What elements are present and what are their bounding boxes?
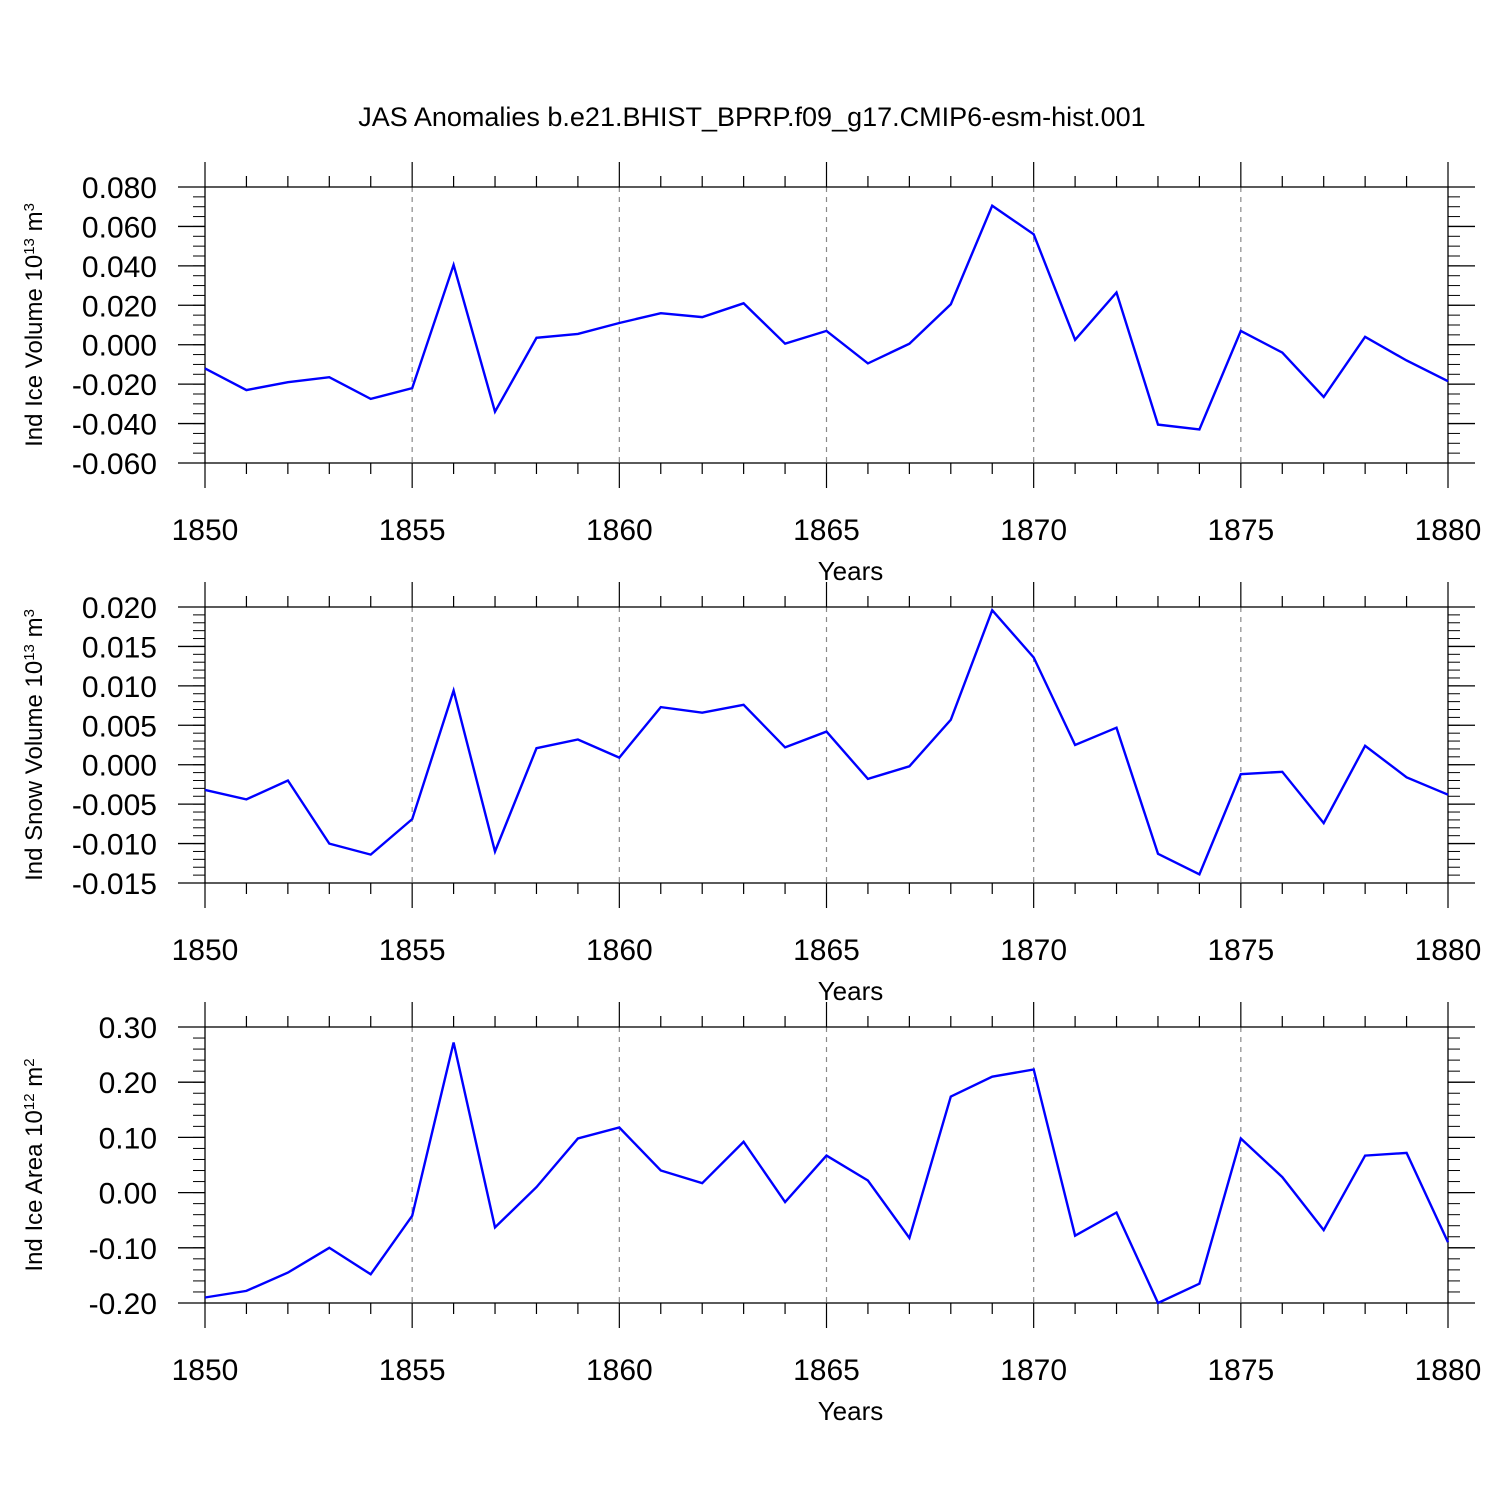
y-tick-label: 0.000 — [82, 330, 157, 363]
x-tick-label: 1870 — [1000, 514, 1067, 547]
x-tick-label: 1850 — [172, 934, 239, 967]
y-tick-label: -0.20 — [89, 1288, 157, 1321]
y-tick-label: 0.20 — [99, 1067, 157, 1100]
x-axis-label: Years — [818, 556, 884, 586]
y-tick-label: -0.040 — [72, 409, 157, 442]
figure-title: JAS Anomalies b.e21.BHIST_BPRP.f09_g17.C… — [358, 102, 1145, 132]
x-tick-label: 1870 — [1000, 1354, 1067, 1387]
ice-area-panel: 1850 1855 1860 1865 1870 1875 1880 Years -0.20 -0… — [21, 1002, 1482, 1426]
x-axis-label: Years — [818, 1396, 884, 1426]
x-tick-label: 1860 — [586, 1354, 653, 1387]
y-tick-label: 0.10 — [99, 1122, 157, 1155]
y-tick-label: 0.000 — [82, 750, 157, 783]
x-tick-label: 1865 — [793, 934, 860, 967]
x-tick-label: 1875 — [1207, 514, 1274, 547]
x-tick-label: 1880 — [1415, 514, 1482, 547]
y-axis-label: Ind Ice Area 1012 m2 — [21, 1058, 49, 1271]
x-tick-label: 1865 — [793, 514, 860, 547]
x-tick-label: 1865 — [793, 1354, 860, 1387]
y-axis-label: Ind Snow Volume 1013 m3 — [21, 609, 49, 881]
y-tick-label: 0.040 — [82, 251, 157, 284]
x-tick-label: 1860 — [586, 514, 653, 547]
x-tick-label: 1880 — [1415, 1354, 1482, 1387]
x-tick-label: 1860 — [586, 934, 653, 967]
snow-volume-panel: 1850 1855 1860 1865 1870 1875 1880 Years -0.015 -… — [21, 582, 1482, 1006]
y-tick-label: 0.00 — [99, 1178, 157, 1211]
x-tick-label: 1850 — [172, 1354, 239, 1387]
x-tick-label: 1855 — [379, 514, 446, 547]
ice-volume-panel: 1850 1855 1860 1865 1870 1875 1880 Years -0.060 -… — [21, 162, 1482, 586]
y-tick-label: -0.020 — [72, 369, 157, 402]
y-tick-label: -0.10 — [89, 1233, 157, 1266]
x-tick-label: 1880 — [1415, 934, 1482, 967]
series-line — [204, 203, 1449, 431]
y-tick-label: -0.060 — [72, 448, 157, 481]
y-tick-label: 0.020 — [82, 290, 157, 323]
y-tick-label: -0.015 — [72, 868, 157, 901]
y-tick-label: -0.005 — [72, 789, 157, 822]
y-axis-label: Ind Ice Volume 1013 m3 — [21, 203, 49, 447]
x-tick-label: 1875 — [1207, 934, 1274, 967]
x-tick-label: 1875 — [1207, 1354, 1274, 1387]
y-tick-label: 0.020 — [82, 592, 157, 625]
x-tick-label: 1850 — [172, 514, 239, 547]
x-tick-label: 1870 — [1000, 934, 1067, 967]
x-axis-label: Years — [818, 976, 884, 1006]
y-tick-label: 0.30 — [99, 1012, 157, 1045]
y-tick-label: 0.010 — [82, 671, 157, 704]
series-line — [204, 1042, 1450, 1305]
y-tick-label: -0.010 — [72, 829, 157, 862]
x-tick-label: 1855 — [379, 1354, 446, 1387]
x-tick-label: 1855 — [379, 934, 446, 967]
y-tick-label: 0.080 — [82, 172, 157, 205]
y-tick-label: 0.015 — [82, 631, 157, 664]
y-tick-label: 0.005 — [82, 710, 157, 743]
y-tick-label: 0.060 — [82, 211, 157, 244]
series-line — [204, 607, 1449, 876]
